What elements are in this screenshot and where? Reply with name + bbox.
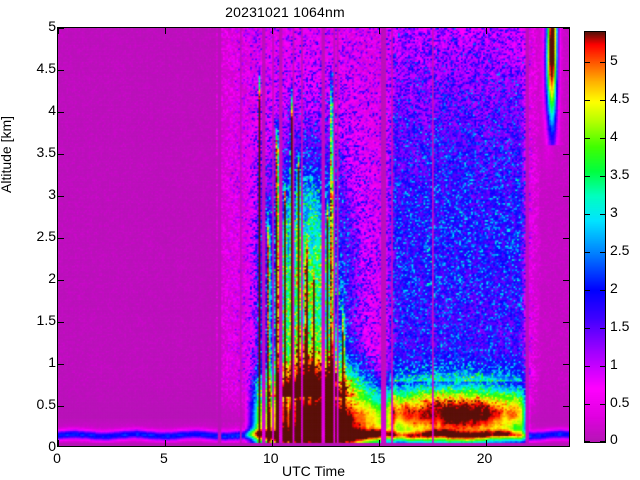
y-tick-label: 3: [48, 186, 56, 202]
heatmap-canvas: [58, 28, 569, 446]
x-tick-label: 10: [262, 450, 279, 466]
colorbar-gradient: [585, 32, 605, 442]
x-tick-mark: [164, 28, 166, 34]
y-tick-mark: [58, 196, 64, 197]
x-tick-mark: [271, 440, 273, 446]
y-tick-label: 4: [48, 102, 56, 118]
y-tick-label: 3.5: [36, 144, 56, 160]
y-tick-label: 2: [48, 270, 56, 286]
x-tick-label: 0: [53, 450, 61, 466]
colorbar-tick-mark: [585, 62, 590, 64]
colorbar-tick-label: 2: [610, 280, 618, 297]
colorbar-tick-mark: [585, 252, 590, 254]
y-tick-label: 0: [48, 438, 56, 454]
y-tick-mark: [58, 238, 64, 239]
y-tick-label: 2.5: [36, 228, 56, 244]
y-tick-mark: [563, 70, 569, 71]
x-tick-mark: [164, 440, 166, 446]
colorbar-tick-mark: [600, 366, 605, 368]
colorbar-tick-mark: [585, 328, 590, 330]
y-tick-label: 1.5: [36, 312, 56, 328]
colorbar: [584, 31, 606, 443]
y-tick-mark: [58, 322, 64, 323]
colorbar-tick-mark: [600, 62, 605, 64]
colorbar-tick-mark: [600, 138, 605, 140]
colorbar-tick-mark: [585, 100, 590, 102]
y-tick-mark: [58, 280, 64, 281]
y-tick-mark: [563, 196, 569, 197]
y-tick-mark: [563, 238, 569, 239]
colorbar-tick-label: 4.5: [610, 90, 630, 107]
y-tick-mark: [563, 406, 569, 407]
colorbar-tick-mark: [600, 176, 605, 178]
colorbar-tick-mark: [600, 252, 605, 254]
colorbar-tick-label: 0: [610, 431, 618, 447]
colorbar-tick-label: 1.5: [610, 318, 630, 335]
colorbar-tick-label: 5: [610, 52, 618, 69]
x-tick-mark: [271, 28, 273, 34]
y-tick-mark: [58, 28, 64, 29]
x-tick-mark: [378, 440, 380, 446]
colorbar-tick-label: 3.5: [610, 166, 630, 183]
colorbar-tick-mark: [600, 100, 605, 102]
y-tick-label: 1: [48, 354, 56, 370]
y-tick-mark: [58, 154, 64, 155]
y-tick-mark: [563, 364, 569, 365]
y-tick-label: 0.5: [36, 396, 56, 412]
colorbar-tick-mark: [600, 328, 605, 330]
x-tick-mark: [378, 28, 380, 34]
colorbar-tick-label: 1: [610, 356, 618, 373]
y-tick-label: 5: [48, 18, 56, 34]
y-tick-mark: [58, 70, 64, 71]
y-tick-mark: [58, 364, 64, 365]
colorbar-tick-mark: [585, 290, 590, 292]
x-tick-mark: [58, 440, 59, 446]
y-tick-mark: [563, 112, 569, 113]
colorbar-tick-label: 2.5: [610, 242, 630, 259]
y-tick-mark: [58, 112, 64, 113]
colorbar-tick-mark: [585, 176, 590, 178]
colorbar-tick-mark: [600, 441, 605, 442]
colorbar-tick-mark: [600, 290, 605, 292]
y-tick-mark: [563, 28, 569, 29]
page-title: 20231021 1064nm: [225, 4, 345, 20]
x-tick-label: 20: [476, 450, 493, 466]
colorbar-tick-mark: [585, 404, 590, 406]
y-tick-mark: [563, 322, 569, 323]
y-axis-label: Altitude [km]: [0, 115, 14, 193]
x-tick-label: 5: [159, 450, 168, 466]
x-tick-mark: [485, 440, 487, 446]
y-tick-mark: [58, 406, 64, 407]
colorbar-tick-label: 0.5: [610, 394, 630, 411]
y-tick-label: 4.5: [36, 60, 56, 76]
colorbar-tick-mark: [585, 138, 590, 140]
x-tick-label: 15: [369, 450, 386, 466]
x-tick-mark: [485, 28, 487, 34]
x-tick-mark: [58, 28, 59, 34]
colorbar-tick-mark: [585, 441, 590, 442]
colorbar-tick-mark: [600, 404, 605, 406]
colorbar-tick-label: 4: [610, 128, 618, 145]
plot-area: [57, 27, 570, 447]
x-axis-label: UTC Time: [282, 463, 345, 479]
colorbar-tick-mark: [585, 214, 590, 216]
colorbar-tick-mark: [600, 214, 605, 216]
colorbar-tick-label: 3: [610, 204, 618, 221]
colorbar-tick-mark: [585, 366, 590, 368]
y-tick-mark: [563, 154, 569, 155]
y-tick-mark: [563, 280, 569, 281]
